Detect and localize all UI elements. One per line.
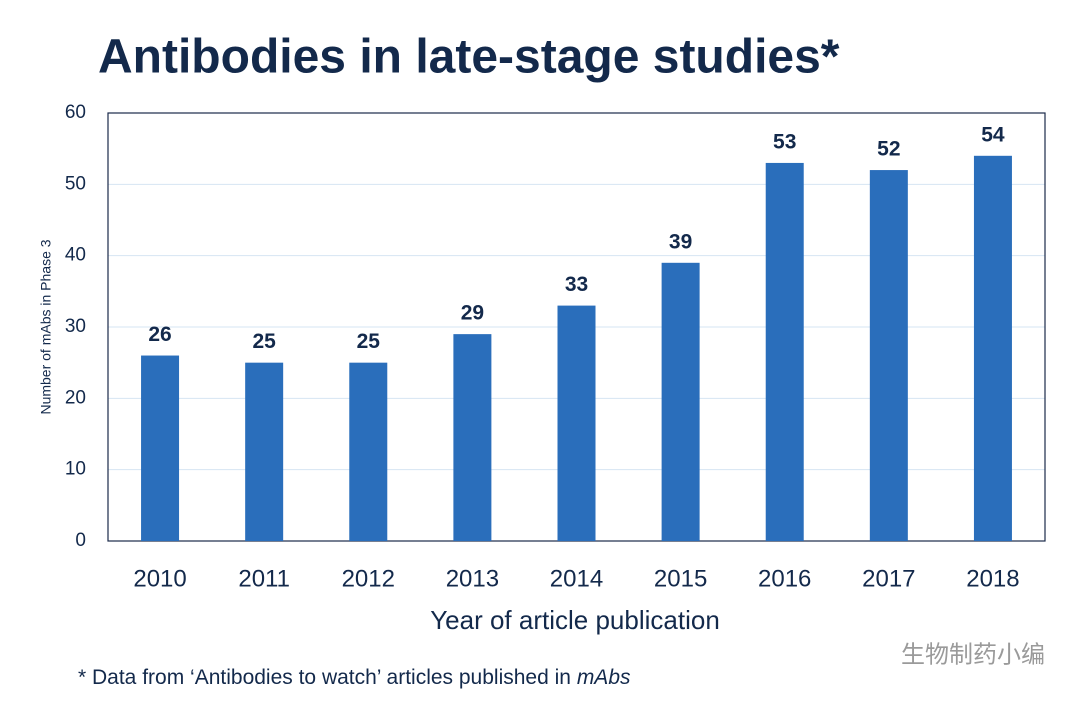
x-axis-label: Year of article publication — [430, 605, 720, 635]
x-tick-label: 2013 — [446, 565, 499, 592]
bar — [453, 334, 492, 541]
bar — [349, 362, 388, 541]
x-tick-label: 2017 — [862, 565, 915, 592]
data-label: 53 — [773, 130, 796, 153]
y-axis-label: Number of mAbs in Phase 3 — [38, 239, 54, 414]
data-label: 52 — [877, 138, 900, 161]
data-label: 29 — [461, 302, 484, 325]
x-tick-label: 2015 — [654, 565, 707, 592]
y-tick-label: 50 — [65, 173, 86, 194]
bar — [973, 155, 1012, 542]
footnote-emphasis: mAbs — [577, 666, 631, 689]
x-tick-label: 2012 — [342, 565, 395, 592]
watermark: 生物制药小编 — [901, 641, 1045, 668]
data-label: 39 — [669, 230, 692, 253]
y-tick-label: 30 — [65, 316, 86, 337]
y-tick-label: 40 — [65, 245, 86, 266]
y-tick-label: 60 — [65, 102, 86, 123]
bar — [245, 362, 284, 541]
y-tick-label: 20 — [65, 387, 86, 408]
data-label: 54 — [981, 123, 1005, 146]
x-tick-label: 2011 — [238, 565, 290, 592]
x-tick-label: 2016 — [758, 565, 811, 592]
data-label: 25 — [357, 330, 381, 353]
data-label: 26 — [148, 323, 171, 346]
x-tick-label: 2010 — [133, 565, 186, 592]
bar — [141, 355, 180, 541]
footnote-text: * Data from ‘Antibodies to watch’ articl… — [78, 666, 571, 689]
x-tick-label: 2014 — [550, 565, 603, 592]
bar — [661, 262, 700, 541]
data-label: 25 — [252, 330, 276, 353]
data-label: 33 — [565, 273, 588, 296]
chart-title: Antibodies in late-stage studies* — [98, 31, 840, 84]
y-tick-label: 10 — [65, 459, 86, 480]
y-tick-label: 0 — [75, 530, 86, 551]
bar — [869, 170, 908, 542]
x-tick-label: 2018 — [966, 565, 1019, 592]
bar — [765, 162, 804, 541]
footnote: * Data from ‘Antibodies to watch’ articl… — [78, 666, 631, 689]
bar — [557, 305, 596, 541]
